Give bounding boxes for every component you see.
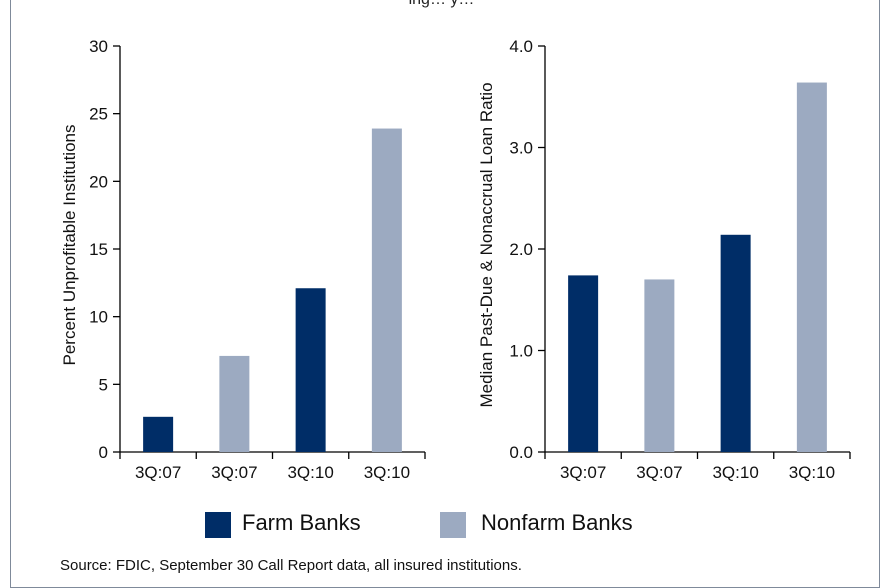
chart2-y-tick-label: 3.0	[509, 139, 533, 158]
chart1-y-tick-label: 30	[89, 37, 108, 56]
chart1-bar-farm	[295, 288, 326, 452]
top-note: ing… y…	[0, 0, 883, 9]
chart1-y-tick-label: 5	[99, 375, 108, 394]
chart1-x-tick-label: 3Q:10	[364, 463, 410, 482]
chart2-bar-nonfarm	[644, 279, 675, 452]
chart2-bar-farm	[720, 234, 751, 452]
chart2-y-tick-label: 4.0	[509, 37, 533, 56]
chart2-x-tick-label: 3Q:10	[789, 463, 835, 482]
legend-farm-label: Farm Banks	[242, 510, 361, 535]
chart2-bar-farm	[568, 275, 599, 452]
chart1-x-tick-label: 3Q:07	[211, 463, 257, 482]
chart1-bar-nonfarm	[371, 128, 402, 452]
legend-farm-swatch	[205, 512, 231, 538]
chart1-x-tick-label: 3Q:10	[287, 463, 333, 482]
chart1-y-tick-label: 25	[89, 105, 108, 124]
chart2-y-tick-label: 2.0	[509, 240, 533, 259]
chart1-y-axis-title: Percent Unprofitable Institutions	[60, 125, 79, 366]
chart1-y-tick-label: 10	[89, 308, 108, 327]
legend-nonfarm-label: Nonfarm Banks	[481, 510, 633, 535]
chart1-bar-farm	[143, 416, 174, 452]
chart1-y-tick-label: 0	[99, 443, 108, 462]
chart2-y-axis-title: Median Past-Due & Nonaccrual Loan Ratio	[477, 82, 496, 407]
chart1-y-tick-label: 15	[89, 240, 108, 259]
chart1-y-tick-label: 20	[89, 172, 108, 191]
legend-nonfarm-swatch	[440, 512, 466, 538]
chart2-y-tick-label: 0.0	[509, 443, 533, 462]
chart2-x-tick-label: 3Q:07	[560, 463, 606, 482]
chart2-bar-nonfarm	[796, 82, 827, 452]
chart1-bar-nonfarm	[219, 355, 250, 452]
chart2-y-tick-label: 1.0	[509, 342, 533, 361]
chart1-x-tick-label: 3Q:07	[135, 463, 181, 482]
chart2-x-tick-label: 3Q:10	[712, 463, 758, 482]
chart2-x-tick-label: 3Q:07	[636, 463, 682, 482]
source-note: Source: FDIC, September 30 Call Report d…	[60, 557, 522, 574]
